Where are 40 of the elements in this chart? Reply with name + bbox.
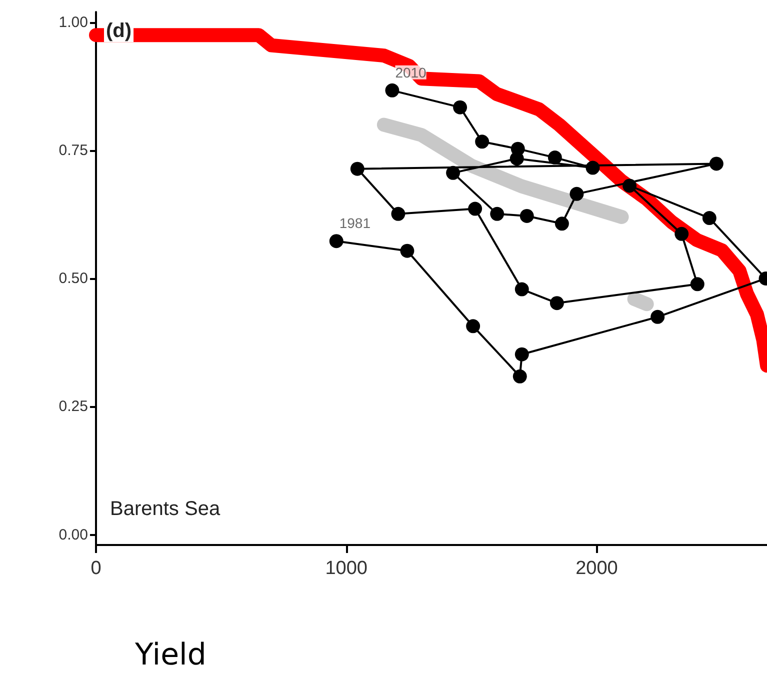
annotation: Barents Sea: [110, 498, 221, 520]
point: [554, 216, 569, 231]
point: [520, 208, 534, 223]
y-tick-label: 0.00: [58, 526, 88, 544]
point: [512, 369, 527, 384]
y-tick-label: 0.50: [58, 270, 88, 287]
point: [709, 156, 724, 171]
point: [468, 202, 482, 216]
point: [570, 186, 584, 201]
point: [550, 296, 564, 310]
y-tick-label: 1.00: [58, 14, 88, 31]
point: [514, 347, 529, 362]
point: [350, 162, 364, 176]
point: [466, 319, 480, 334]
point: [650, 310, 665, 324]
point: [514, 282, 529, 296]
point: [690, 277, 704, 292]
point: [453, 100, 468, 114]
annotation: (d): [106, 20, 132, 42]
point: [385, 83, 400, 98]
point: [391, 206, 406, 221]
annotation: 2010: [395, 64, 427, 80]
point: [548, 150, 562, 165]
point: [446, 166, 460, 180]
point: [622, 178, 637, 193]
y-tick-label: 0.75: [58, 142, 88, 159]
point: [702, 211, 716, 226]
point: [490, 206, 504, 221]
x-tick-label: 0: [90, 558, 102, 579]
x-tick-label: 1000: [325, 558, 368, 579]
y-tick-label: 0.25: [58, 398, 88, 416]
point: [400, 244, 414, 258]
x-tick-label: 2000: [576, 558, 618, 579]
x-axis-title: Yield: [134, 638, 206, 672]
point: [329, 234, 344, 248]
point: [510, 142, 525, 156]
point: [475, 134, 490, 149]
point: [586, 160, 600, 175]
annotation: 1981: [339, 215, 371, 232]
point: [674, 226, 689, 241]
